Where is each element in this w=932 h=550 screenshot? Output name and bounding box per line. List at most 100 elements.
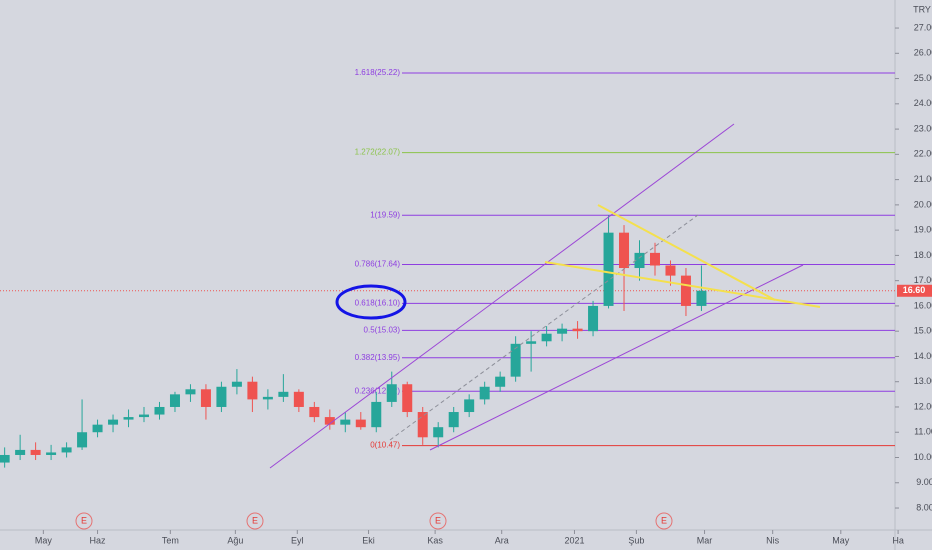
candle-body [634, 252, 645, 269]
y-tick-label: 8.00 [916, 502, 932, 512]
x-tick-label: Tem [162, 535, 179, 545]
candle-body [108, 419, 119, 425]
candle-body [0, 454, 10, 463]
y-tick-label: 27.00 [914, 22, 932, 32]
candle-body [402, 384, 413, 413]
last-price-label: 16.60 [903, 285, 926, 295]
highlight-ellipse [335, 284, 407, 320]
candle-body [386, 384, 397, 402]
event-label: E [661, 515, 667, 525]
candle-body [510, 343, 521, 377]
candle-body [479, 386, 490, 400]
candle-body [278, 391, 289, 397]
candle-body [696, 290, 707, 306]
fib-label: 0.236(12.62) [355, 386, 401, 395]
fib-label: 0.618(16.10) [355, 299, 401, 308]
event-label: E [435, 515, 441, 525]
candle-body [448, 412, 459, 428]
x-tick-label: Nis [766, 535, 779, 545]
candle-body [464, 399, 475, 413]
candle-body [603, 232, 614, 306]
candle-body [139, 414, 150, 418]
event-marker[interactable] [655, 512, 673, 530]
y-tick-label: 13.00 [914, 376, 932, 386]
y-tick-label: 26.00 [914, 48, 932, 58]
x-tick-label: May [35, 535, 53, 545]
candle-body [588, 305, 599, 332]
fib-label: 0.786(17.64) [355, 260, 401, 269]
last-price-box [897, 284, 932, 297]
candle-body [680, 275, 691, 306]
x-tick-label: Ha [892, 535, 904, 545]
candle-body [262, 396, 273, 400]
fib-label: 0(10.47) [370, 441, 400, 450]
candle-body [417, 412, 428, 438]
event-marker[interactable] [246, 512, 264, 530]
candle-body [154, 406, 165, 415]
currency-label: TRY [913, 4, 931, 14]
y-tick-label: 11.00 [914, 427, 932, 437]
candle-body [293, 391, 304, 407]
trend-line [429, 264, 804, 451]
event-label: E [252, 515, 258, 525]
event-marker[interactable] [75, 512, 93, 530]
y-tick-label: 10.00 [914, 452, 932, 462]
candle-body [77, 432, 88, 448]
trend-line [269, 123, 735, 469]
candle-body [649, 252, 660, 266]
y-tick-label: 12.00 [914, 401, 932, 411]
y-tick-label: 19.00 [914, 225, 932, 235]
candle-body [340, 419, 351, 425]
y-tick-label: 17.00 [914, 275, 932, 285]
candle-body [541, 333, 552, 342]
y-tick-label: 16.00 [914, 300, 932, 310]
y-tick-label: 20.00 [914, 199, 932, 209]
x-tick-label: Ara [495, 535, 509, 545]
candle-body [495, 376, 506, 387]
candle-body [61, 447, 72, 453]
y-tick-label: 18.00 [914, 250, 932, 260]
candle-body [30, 449, 41, 455]
candle-body [433, 427, 444, 438]
trend-line [597, 204, 776, 301]
candle-body [231, 381, 242, 387]
x-tick-label: 2021 [564, 535, 584, 545]
candle-body [185, 389, 196, 395]
candle-body [371, 401, 382, 428]
fib-label: 1(19.59) [370, 210, 400, 219]
candle-body [665, 265, 676, 276]
fib-label: 0.382(13.95) [355, 353, 401, 362]
y-tick-label: 25.00 [914, 73, 932, 83]
y-tick-label: 9.00 [916, 477, 932, 487]
y-tick-label: 24.00 [914, 98, 932, 108]
y-tick-label: 22.00 [914, 149, 932, 159]
candle-body [247, 381, 258, 400]
fib-label: 1.618(25.22) [355, 68, 401, 77]
event-label: E [81, 515, 87, 525]
candle-body [123, 417, 134, 420]
candle-body [619, 232, 630, 269]
candle-body [526, 341, 537, 344]
candle-body [355, 419, 366, 428]
candle-body [216, 386, 227, 407]
trend-line [389, 214, 699, 441]
x-tick-label: Mar [697, 535, 713, 545]
candle-body [572, 328, 583, 332]
events: E E E E [75, 512, 673, 530]
fib-label: 1.272(22.07) [355, 148, 401, 157]
candle-body [15, 449, 26, 455]
x-tick-label: Ağu [227, 535, 243, 545]
candle-body [92, 424, 103, 433]
y-tick-label: 14.00 [914, 351, 932, 361]
candle-body [169, 394, 180, 407]
x-tick-label: May [832, 535, 850, 545]
x-tick-label: Haz [90, 535, 107, 545]
fib-label: 0.5(15.03) [364, 326, 401, 335]
x-tick-label: Eki [362, 535, 375, 545]
event-marker[interactable] [429, 512, 447, 530]
candle-body [309, 406, 320, 418]
x-tick-label: Kas [427, 535, 443, 545]
